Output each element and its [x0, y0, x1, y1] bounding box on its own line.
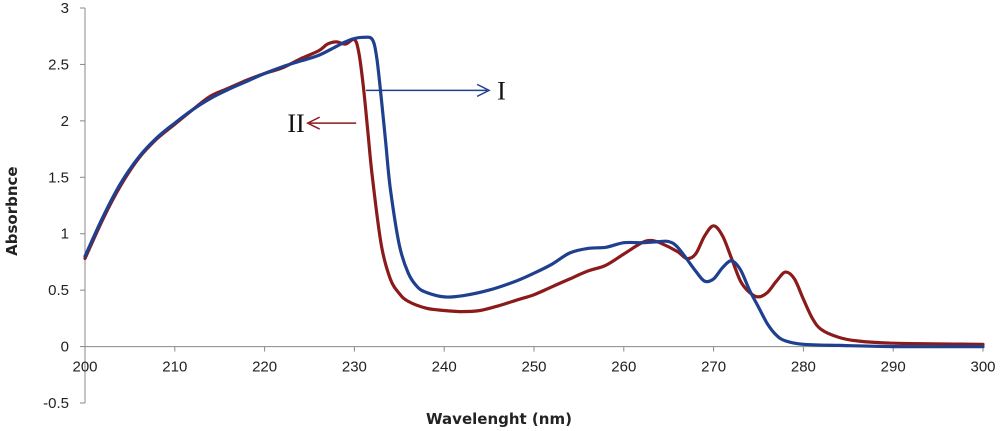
x-tick-label: 220: [252, 359, 277, 376]
y-tick-label: 2.5: [48, 56, 69, 73]
y-tick-label: 2: [61, 113, 69, 130]
series-line-II: [83, 37, 985, 346]
x-tick-label: 280: [791, 359, 816, 376]
tick-labels: -0.5 0 0.5 1 1.5 2 2.5 3 200 210 220 230 240 250 260 27…: [43, 0, 995, 412]
x-tick-label: 200: [72, 359, 97, 376]
x-tick-label: 240: [432, 359, 457, 376]
series-line-I: [83, 35, 985, 349]
annotation-label-I: I: [497, 76, 506, 105]
y-tick-label: 1.5: [48, 169, 69, 186]
x-tick-label: 290: [881, 359, 906, 376]
x-tick-label: 270: [701, 359, 726, 376]
axes: [80, 7, 984, 404]
y-tick-label: -0.5: [43, 395, 69, 412]
y-tick-label: 0: [61, 339, 69, 356]
x-tick-label: 230: [342, 359, 367, 376]
x-tick-label: 210: [162, 359, 187, 376]
annotation-arrowhead-II: [306, 116, 321, 130]
annotation-arrowhead-I: [476, 83, 491, 98]
y-tick-label: 0.5: [48, 282, 69, 299]
y-tick-label: 3: [61, 0, 69, 17]
x-tick-label: 250: [521, 359, 546, 376]
x-tick-label: 300: [970, 359, 995, 376]
annotation-label-II: II: [287, 109, 304, 138]
y-tick-label: 1: [61, 226, 69, 243]
y-axis-title: Absorbnce: [3, 166, 21, 255]
x-tick-label: 260: [611, 359, 636, 376]
annotation-layer: III: [287, 76, 505, 138]
x-axis-title: Wavelenght (nm): [426, 410, 572, 428]
series-layer: [83, 35, 985, 349]
